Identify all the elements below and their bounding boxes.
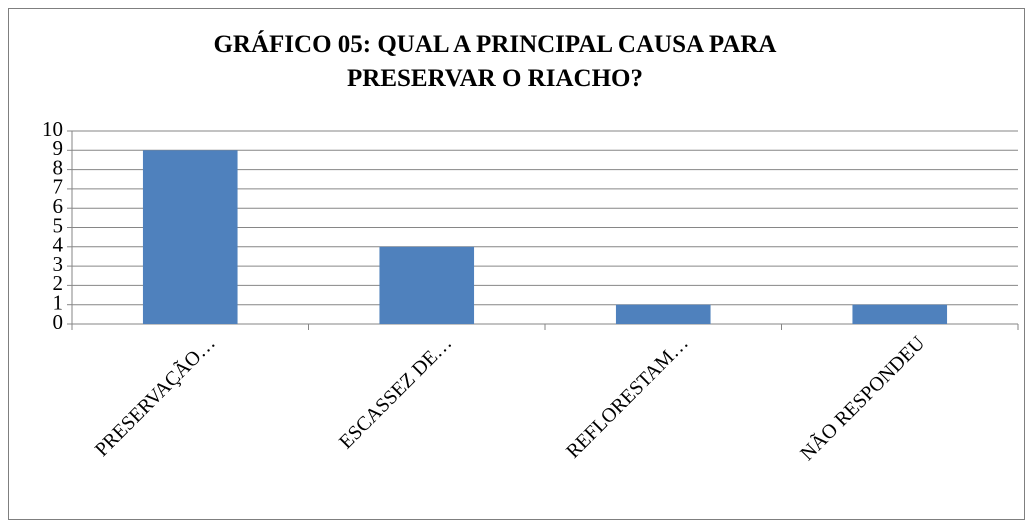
bar <box>615 304 711 324</box>
y-tick-label: 2 <box>53 271 64 295</box>
y-tick-label: 3 <box>53 252 64 276</box>
y-tick-label: 10 <box>42 117 63 141</box>
y-tick-label: 8 <box>53 155 64 179</box>
bar <box>379 246 475 324</box>
chart-title: PRESERVAR O RIACHO? <box>347 65 643 92</box>
chart-title: GRÁFICO 05: QUAL A PRINCIPAL CAUSA PARA <box>213 30 776 58</box>
bar <box>852 304 948 324</box>
y-tick-label: 5 <box>53 213 64 237</box>
bar <box>142 150 238 324</box>
y-tick-label: 0 <box>53 310 64 334</box>
y-tick-label: 9 <box>53 136 64 160</box>
y-tick-label: 1 <box>53 291 64 315</box>
y-tick-label: 4 <box>53 233 64 257</box>
y-tick-label: 7 <box>53 175 64 199</box>
y-tick-label: 6 <box>53 194 64 218</box>
